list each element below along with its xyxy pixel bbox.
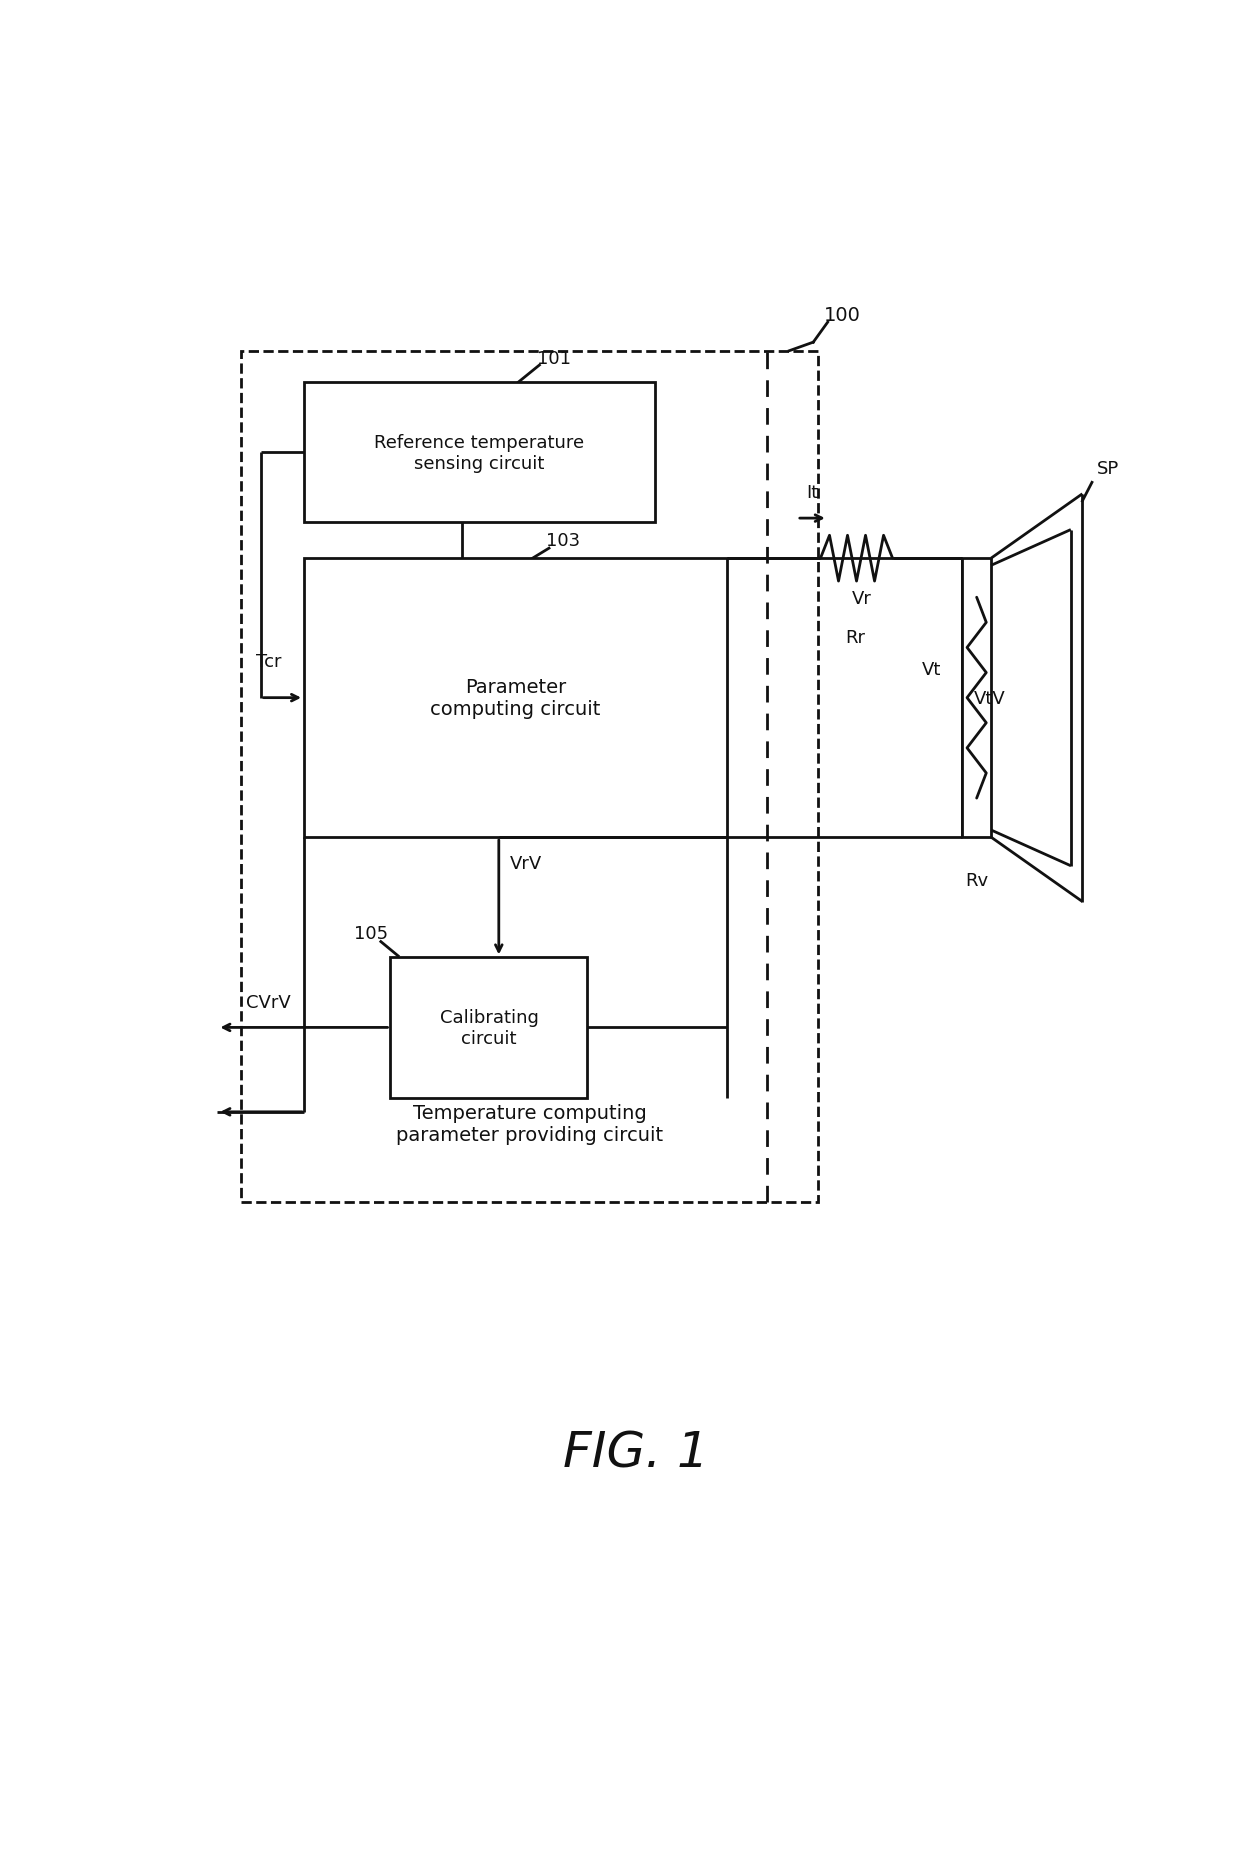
Text: Rr: Rr	[844, 628, 866, 646]
Text: Vt: Vt	[921, 661, 941, 678]
Text: VrV: VrV	[511, 854, 543, 873]
Text: 101: 101	[537, 349, 570, 368]
Text: Rv: Rv	[965, 871, 988, 890]
Text: CVrV: CVrV	[247, 993, 291, 1010]
Text: It: It	[806, 485, 818, 501]
Bar	[962, 559, 991, 838]
Text: VtV: VtV	[973, 689, 1006, 708]
Text: 105: 105	[355, 925, 388, 943]
Text: Tcr: Tcr	[255, 652, 281, 670]
Bar	[304, 559, 727, 838]
Text: Vr: Vr	[852, 591, 872, 607]
Bar	[242, 351, 818, 1201]
Text: Calibrating
circuit: Calibrating circuit	[439, 1008, 538, 1047]
Text: FIG. 1: FIG. 1	[563, 1428, 708, 1476]
Text: Parameter
computing circuit: Parameter computing circuit	[430, 678, 600, 719]
Text: Reference temperature
sensing circuit: Reference temperature sensing circuit	[374, 435, 584, 472]
Text: 103: 103	[547, 531, 580, 550]
Text: 100: 100	[823, 306, 861, 325]
Text: Temperature computing
parameter providing circuit: Temperature computing parameter providin…	[397, 1103, 663, 1144]
Bar	[304, 383, 655, 524]
Bar	[391, 958, 588, 1097]
Text: SP: SP	[1096, 461, 1118, 477]
